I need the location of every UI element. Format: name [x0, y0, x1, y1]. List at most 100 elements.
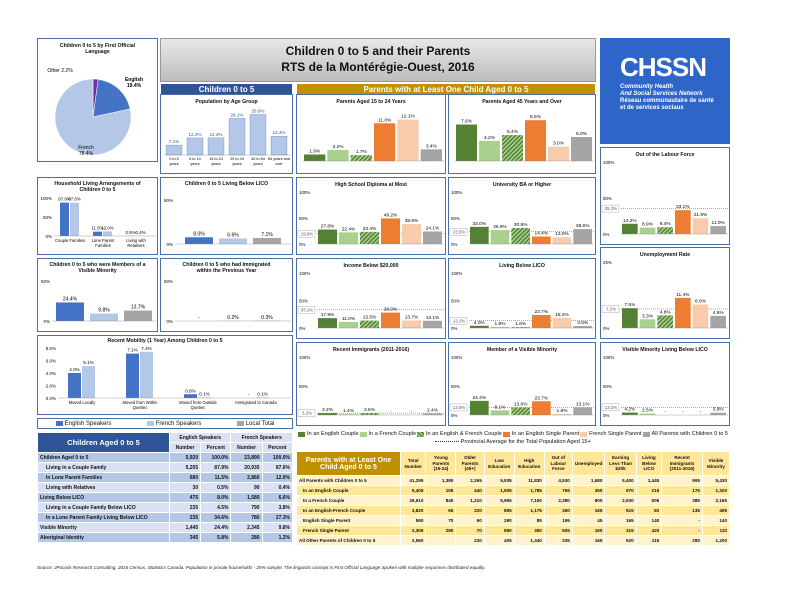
- table-cell: 2,560: [399, 535, 427, 546]
- ytick: 50%: [603, 196, 612, 201]
- parents-bar-label: 3.4%: [426, 143, 438, 149]
- column-header: Young Parents (15-24): [425, 451, 457, 476]
- ytick: 0%: [43, 319, 50, 324]
- table-cell: 105: [425, 485, 457, 496]
- parents-panel-title: University BA or Higher: [492, 182, 552, 188]
- table-cell: 1,210: [455, 495, 485, 506]
- table-cell: 1.2%: [261, 532, 294, 543]
- table-cell: 6.6%: [261, 492, 294, 503]
- mobility-bar-label: 0.6%: [185, 388, 195, 393]
- pie-slice-english: [92, 79, 131, 118]
- age-bar: [270, 136, 288, 156]
- table-cell: 45: [571, 515, 606, 526]
- provincial-label: 7.2%: [606, 307, 616, 312]
- parents-bar: [548, 146, 569, 161]
- parents-bar-label: 4.6%: [713, 310, 725, 316]
- table-cell: 165: [571, 505, 606, 516]
- table-cell: 505: [635, 495, 663, 506]
- parents-bar: [639, 413, 656, 415]
- table-cell: 7,150: [513, 495, 545, 506]
- living-tick-label: Relatives: [127, 243, 144, 248]
- parents-bar: [479, 140, 500, 161]
- table-cell: Living with Relatives: [37, 482, 170, 493]
- parents-bar-label: 5.4%: [507, 129, 519, 135]
- provincial-label: 13.0%: [453, 405, 466, 410]
- mobility-bar: [82, 366, 95, 398]
- table-cell: 20,935: [230, 462, 263, 473]
- parents-bar-label: -: [700, 410, 702, 415]
- parents-bar-label: 1.8%: [557, 408, 569, 414]
- age-bar: [249, 114, 267, 156]
- bar: [124, 310, 152, 321]
- table-cell: 4,530: [543, 475, 573, 486]
- logo-line1: Community Health: [620, 84, 674, 90]
- bar-label: 6.6%: [227, 232, 239, 238]
- provincial-label-box: [601, 403, 620, 411]
- mobility-tick-label: Quebec: [191, 405, 206, 410]
- parents-bar: [573, 407, 592, 415]
- lico-panel: Children 0 to 5 Living Below LICO 50% 0% 8…: [160, 177, 293, 255]
- table-cell: 440: [455, 485, 485, 496]
- parents-bar-label: 4.0%: [474, 320, 486, 326]
- mobility-bar-label: 0.1%: [257, 391, 267, 396]
- table-row: In a Lone Parent Family Living Below LIC…: [37, 512, 294, 523]
- table-cell: 85: [513, 515, 545, 526]
- table-cell: [425, 535, 457, 546]
- parents-bar-label: 8.9%: [695, 299, 707, 305]
- parents-bar-label: -: [664, 410, 666, 415]
- table-cell: 780: [230, 512, 263, 523]
- table-cell: 160: [571, 525, 606, 536]
- column-header: Visible Minority: [701, 451, 731, 476]
- pie-slice-french: [54, 78, 132, 156]
- table-cell: 175: [661, 485, 703, 496]
- pie-panel: Children 0 to 5 by First Official Languag…: [37, 38, 158, 162]
- living-panel: Household Living Arrangements of Children…: [37, 177, 158, 255]
- parents-chart: 100% 50% 0% 13.2% 4.0% 1.9% 1.6% 23.7% 18.2% 3.5%: [449, 271, 594, 331]
- provincial-label-box: [449, 317, 468, 325]
- mobility-ytick: 0.0%: [46, 396, 56, 401]
- mobility-bar-label: 7.1%: [127, 348, 137, 353]
- table-cell: 345: [168, 532, 202, 543]
- ytick: 0%: [603, 413, 609, 418]
- ytick: 50%: [164, 279, 173, 284]
- parents-bar: [318, 318, 337, 328]
- parents-bar-label: 1.9%: [309, 148, 321, 154]
- parents-bar: [552, 237, 572, 244]
- parents-bar-label: -: [390, 410, 392, 415]
- column-header: Older Parents (45+): [455, 451, 485, 476]
- parents-bar-label: 3.2%: [333, 144, 345, 150]
- vismin-panel: Children 0 to 5 who were Members of a Vis…: [37, 258, 158, 332]
- provincial-label: 19.9%: [301, 231, 314, 236]
- ytick: 50%: [451, 216, 460, 221]
- table-row: Visible Minority 1,445 24.4% 2,345 9.8%: [37, 522, 294, 533]
- parents-bar-label: 23.4%: [363, 226, 377, 232]
- parents-bar: [692, 218, 709, 234]
- ytick: 0%: [603, 326, 609, 331]
- parents-bar-label: 2.4%: [427, 408, 439, 414]
- table-row: Living in a Couple Family 5,205 87.9% 20,93…: [37, 462, 294, 473]
- table-cell: In Lone Parent Families: [37, 472, 170, 483]
- parents-bar-label: 14.2%: [623, 218, 637, 224]
- parents-panel-title: Out of the Labour Force: [635, 152, 695, 158]
- parents-bar: [532, 236, 551, 244]
- parents-bar-label: 8.5%: [530, 114, 542, 120]
- table-cell: 0.4%: [261, 482, 294, 493]
- table-cell: 895: [483, 505, 515, 516]
- parents-bar-label: 3.5%: [577, 320, 589, 326]
- ytick: 100%: [451, 271, 462, 276]
- parents-bar-label: 22.4%: [342, 226, 356, 232]
- table-cell: French Single Parent: [296, 525, 401, 536]
- chssn-logo: CHSSN Community Health And Social Servic…: [600, 38, 730, 144]
- parents-bar-label: 8.1%: [495, 404, 507, 410]
- page-title: Children 0 to 5 and their Parents: [285, 44, 471, 58]
- parents-bar: [692, 304, 709, 328]
- table-cell: 5,430: [701, 475, 731, 486]
- parents-bar: [470, 325, 489, 328]
- parents-bar-label: 4.2%: [484, 135, 496, 141]
- parents-bar: [573, 229, 592, 244]
- vismin-title: Children 0 to 5 who were Members of a Vis…: [49, 262, 146, 274]
- visible-minority-chart: 50% 0% 24.4% 9.8% 13.7%: [41, 279, 156, 324]
- table-cell: In an English-French Couple: [296, 505, 401, 516]
- table-cell: In a French Couple: [296, 495, 401, 506]
- parents-panel-title: Recent Immigrants (2011-2016): [332, 347, 410, 353]
